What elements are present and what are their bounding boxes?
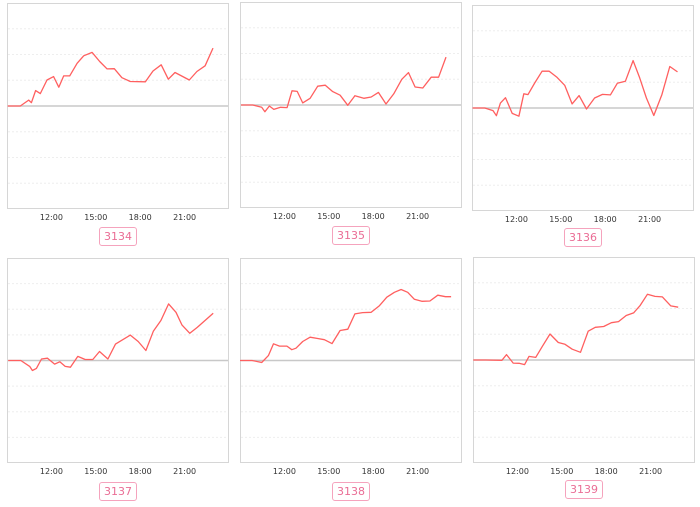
x-tick-label: 21:00	[406, 467, 429, 476]
x-tick-label: 12:00	[273, 212, 296, 221]
series-line	[472, 59, 678, 117]
x-tick-label: 18:00	[129, 213, 152, 222]
x-tick-label: 18:00	[362, 467, 385, 476]
chart-label-badge[interactable]: 3137	[99, 482, 137, 501]
x-tick-label: 18:00	[595, 467, 618, 476]
x-tick-label: 15:00	[317, 212, 340, 221]
x-tick-label: 21:00	[173, 213, 196, 222]
chart-label-badge[interactable]: 3134	[99, 227, 137, 246]
line-chart: 12:00 15:00 18:00 21:00	[472, 5, 694, 224]
chart-label-badge[interactable]: 3136	[564, 228, 602, 247]
x-tick-label: 21:00	[406, 212, 429, 221]
line-chart: 12:00 15:00 18:00 21:00	[240, 258, 462, 476]
x-tick-label: 18:00	[362, 212, 385, 221]
x-tick-label: 15:00	[549, 215, 572, 224]
chart-panel-3137: 12:00 15:00 18:00 21:00 3137	[7, 258, 229, 501]
chart-label-badge[interactable]: 3138	[332, 482, 370, 501]
line-chart: 12:00 15:00 18:00 21:00	[7, 258, 229, 476]
x-tick-label: 15:00	[84, 213, 107, 222]
line-chart: 12:00 15:00 18:00 21:00	[473, 257, 695, 476]
series-line	[473, 293, 679, 366]
x-tick-label: 18:00	[129, 467, 152, 476]
line-chart: 12:00 15:00 18:00 21:00	[7, 3, 229, 222]
chart-label-badge[interactable]: 3139	[565, 480, 603, 499]
x-tick-label: 21:00	[638, 215, 661, 224]
x-tick-label: 12:00	[505, 215, 528, 224]
x-tick-label: 12:00	[40, 213, 63, 222]
x-tick-label: 21:00	[173, 467, 196, 476]
chart-panel-3138: 12:00 15:00 18:00 21:00 3138	[240, 258, 462, 501]
chart-panel-3139: 12:00 15:00 18:00 21:00 3139	[473, 257, 695, 499]
series-line	[241, 56, 447, 113]
x-tick-label: 12:00	[506, 467, 529, 476]
x-tick-label: 15:00	[84, 467, 107, 476]
x-tick-label: 21:00	[639, 467, 662, 476]
chart-panel-3134: 12:00 15:00 18:00 21:00 3134	[7, 3, 229, 246]
x-tick-label: 12:00	[40, 467, 63, 476]
x-tick-label: 18:00	[594, 215, 617, 224]
chart-label-badge[interactable]: 3135	[332, 226, 370, 245]
chart-panel-3136: 12:00 15:00 18:00 21:00 3136	[472, 5, 694, 247]
line-chart: 12:00 15:00 18:00 21:00	[240, 2, 462, 221]
series-line	[240, 288, 452, 364]
chart-panel-3135: 12:00 15:00 18:00 21:00 3135	[240, 2, 462, 245]
x-tick-label: 15:00	[550, 467, 573, 476]
series-line	[7, 47, 214, 107]
x-tick-label: 15:00	[317, 467, 340, 476]
x-tick-label: 12:00	[273, 467, 296, 476]
series-line	[8, 303, 214, 372]
